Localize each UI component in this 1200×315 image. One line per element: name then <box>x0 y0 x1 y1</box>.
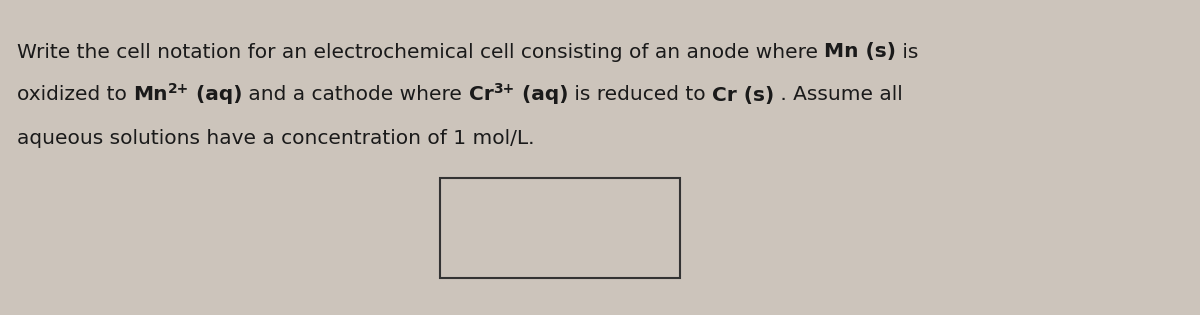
Text: Cr (s): Cr (s) <box>713 85 774 105</box>
Text: aqueous solutions have a concentration of 1 mol/L.: aqueous solutions have a concentration o… <box>17 129 534 147</box>
Text: Write the cell notation for an electrochemical cell consisting of an anode where: Write the cell notation for an electroch… <box>17 43 824 61</box>
Text: 3+: 3+ <box>493 82 515 96</box>
Text: Mn (s): Mn (s) <box>824 43 896 61</box>
Text: (aq): (aq) <box>515 85 569 105</box>
Text: 2+: 2+ <box>168 82 190 96</box>
Text: is reduced to: is reduced to <box>569 85 713 105</box>
Text: . Assume all: . Assume all <box>774 85 904 105</box>
Text: Cr: Cr <box>469 85 493 105</box>
Text: (aq): (aq) <box>190 85 242 105</box>
Text: Mn: Mn <box>133 85 168 105</box>
Text: oxidized to: oxidized to <box>17 85 133 105</box>
Text: is: is <box>896 43 919 61</box>
Text: and a cathode where: and a cathode where <box>242 85 469 105</box>
